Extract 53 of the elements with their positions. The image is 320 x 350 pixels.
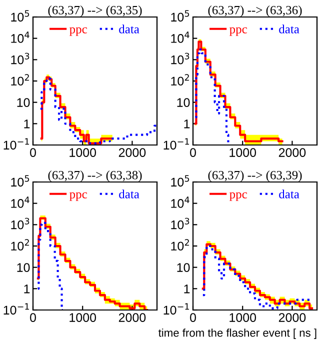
legend-label: data (279, 190, 300, 198)
y-tick-label: 10$^{2}$ (11, 239, 29, 251)
y-tick-label: 10$^{−1}$ (164, 303, 189, 315)
y-tick-label: 10 (17, 263, 30, 272)
x-tick-label: 0 (190, 313, 196, 322)
chart-title: (63,37) --> (63,38) (48, 170, 142, 182)
legend-label: data (119, 190, 140, 198)
x-tick-label: 2000 (118, 313, 146, 322)
y-tick-label: 10$^{3}$ (11, 218, 30, 230)
x-tick-label: 0 (30, 148, 36, 157)
y-tick-label: 1 (24, 120, 30, 128)
text: ppc (230, 192, 247, 201)
legend-label: ppc (70, 27, 87, 36)
y-tick-label: 10$^{−1}$ (164, 138, 189, 150)
x-tick-label: 1000 (70, 313, 96, 322)
x-tick-label: 1000 (230, 148, 256, 157)
y-tick-label: 10$^{3}$ (171, 218, 190, 230)
y-tick-label: 10$^{2}$ (11, 74, 29, 86)
y-tick-label: 10$^{5}$ (171, 10, 190, 22)
x-tick-label: 0 (190, 148, 196, 157)
y-tick-label: 10$^{5}$ (11, 10, 30, 22)
y-tick-label: 1 (184, 284, 190, 294)
y-tick-label: 1 (184, 120, 190, 128)
legend-label: ppc (70, 192, 87, 201)
legend-label: data (119, 24, 140, 34)
y-tick-label: 10$^{−1}$ (4, 138, 29, 150)
y-tick-label: 10 (17, 98, 30, 107)
x-tick-label: 2000 (278, 148, 306, 157)
y-tick-label: 10$^{3}$ (11, 52, 30, 64)
chart-title: (63,37) --> (63,35) (48, 6, 142, 17)
y-tick-label: 10$^{−1}$ (4, 303, 29, 315)
x-tick-label: 2000 (278, 313, 306, 322)
y-tick-label: 10$^{5}$ (171, 175, 190, 187)
legend-label: data (279, 24, 300, 34)
y-tick-label: 10 (177, 263, 190, 272)
x-tick-label: 1000 (70, 148, 96, 157)
y-tick-label: 10$^{2}$ (171, 239, 189, 251)
y-tick-label: 10 (177, 98, 190, 107)
x-axis-title: time from the flasher event [ ns ] (158, 328, 316, 339)
text: ppc (230, 27, 247, 36)
y-tick-label: 10$^{5}$ (11, 175, 30, 187)
x-tick-label: 2000 (118, 148, 146, 157)
y-tick-label: 10$^{2}$ (171, 74, 189, 86)
x-tick-label: 0 (30, 313, 36, 322)
x-tick-label: 1000 (230, 313, 256, 322)
chart-title: (63,37) --> (63,36) (208, 6, 302, 17)
chart-title: (63,37) --> (63,39) (208, 170, 302, 182)
y-tick-label: 10$^{4}$ (171, 196, 190, 208)
y-tick-label: 10$^{4}$ (11, 32, 30, 43)
y-tick-label: 10$^{4}$ (171, 32, 190, 43)
y-tick-label: 10$^{4}$ (11, 196, 30, 208)
y-tick-label: 10$^{3}$ (171, 52, 190, 64)
y-tick-label: 1 (24, 284, 30, 294)
